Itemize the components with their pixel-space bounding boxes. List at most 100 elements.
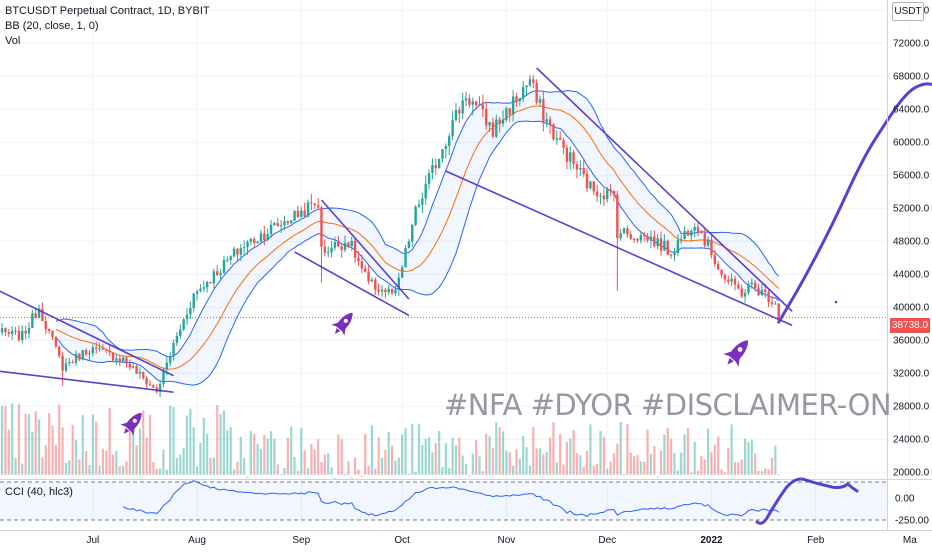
rocket-icon [331, 312, 353, 336]
volume-bar [606, 468, 609, 475]
bb-indicator-label[interactable]: BB (20, close, 1, 0) [5, 20, 99, 32]
candle-body [589, 181, 592, 189]
rocket-window [132, 418, 137, 423]
volume-bar [330, 467, 333, 475]
volume-bar [266, 438, 269, 475]
trendline [0, 290, 174, 377]
volume-bar [518, 458, 521, 475]
volume-bar [481, 471, 484, 475]
candlesticks[interactable] [0, 74, 780, 397]
volume-bar [700, 455, 703, 475]
price-tick-label: 44000.0 [893, 270, 930, 281]
candle-body [290, 220, 293, 224]
candle-body [115, 358, 118, 361]
volume-bar [115, 450, 118, 475]
volume-bar [743, 438, 747, 475]
volume-bar [609, 461, 612, 475]
candle-body [760, 289, 764, 296]
candle-body [585, 173, 589, 189]
volume-bar [88, 464, 91, 475]
candle-body [31, 313, 34, 328]
rocket-fin-right [131, 426, 135, 436]
volume-bar [515, 449, 518, 475]
volume-bar [552, 422, 555, 475]
volume-bar [0, 405, 4, 475]
volume-bar [760, 471, 763, 475]
volume-bar [394, 460, 397, 475]
volume-bar [616, 443, 619, 475]
currency-button[interactable]: USDT [892, 2, 924, 21]
candle-body [41, 308, 44, 322]
rocket-icon [120, 412, 142, 436]
candle-body [686, 231, 690, 236]
volume-bar [397, 457, 400, 475]
volume-indicator-label[interactable]: Vol [5, 35, 21, 47]
volume-bar [34, 411, 37, 475]
candle-body [347, 242, 350, 246]
candle-body [437, 158, 441, 169]
candle-body [713, 255, 717, 264]
candle-body [333, 242, 337, 248]
candle-body [659, 238, 663, 251]
candle-body [182, 319, 185, 330]
candle-body [91, 347, 95, 354]
volume-bar [387, 431, 390, 475]
cci-indicator-label[interactable]: CCI (40, hlc3) [5, 486, 73, 498]
volume-bar [280, 473, 283, 475]
candle-body [649, 236, 653, 241]
volume-bar [232, 469, 236, 475]
candle-body [125, 357, 128, 364]
candle-body [95, 347, 98, 349]
candle-body [703, 233, 706, 246]
candle-body [676, 240, 680, 253]
volume-bar [696, 470, 700, 475]
volume-bar [532, 427, 535, 475]
volume-bar [646, 429, 649, 475]
volume-bar [666, 428, 669, 475]
volume-bar [770, 457, 774, 475]
candle-body [727, 279, 730, 282]
drawn-trendlines[interactable] [0, 67, 932, 393]
volume-bar [525, 447, 528, 475]
candle-body [128, 363, 132, 368]
candle-body [434, 165, 437, 169]
candle-body [175, 335, 179, 343]
candle-body [558, 137, 562, 140]
volume-bar [690, 472, 693, 475]
volume-bar [464, 464, 468, 475]
candle-body [498, 119, 501, 124]
candle-body [138, 371, 142, 374]
volume-bar [545, 451, 548, 475]
candle-body [74, 353, 78, 363]
candle-body [273, 223, 276, 225]
candle-body [417, 204, 421, 207]
candle-body [172, 342, 175, 356]
volume-bar [707, 428, 710, 475]
rocket-icons [120, 312, 748, 436]
volume-bar [717, 436, 720, 475]
candle-body [283, 221, 286, 226]
price-tick-label: 28000.0 [893, 402, 930, 413]
candle-body [384, 289, 387, 293]
volume-bar [51, 425, 54, 475]
volume-bar [21, 463, 24, 475]
volume-bar [135, 445, 138, 475]
volume-bar [596, 463, 599, 475]
trendline [320, 199, 410, 300]
volume-bar [276, 464, 279, 475]
candle-body [770, 302, 774, 304]
candle-body [306, 202, 310, 217]
volume-bar [333, 478, 337, 480]
volume-bar [236, 461, 239, 475]
volume-bar [676, 470, 679, 475]
volume-bar [723, 472, 727, 475]
volume-bar [165, 469, 168, 475]
candle-body [518, 98, 522, 102]
volume-bar [317, 439, 320, 475]
volume-bar [730, 424, 733, 475]
candle-body [491, 122, 495, 137]
volume-bar [764, 468, 767, 475]
candle-body [98, 348, 101, 350]
